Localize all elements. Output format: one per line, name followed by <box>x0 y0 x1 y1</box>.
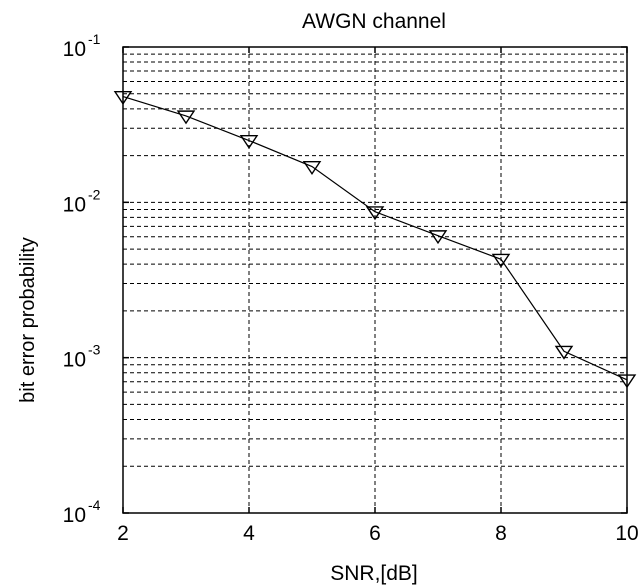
data-point-marker <box>554 345 574 360</box>
chart-title: AWGN channel <box>302 10 446 33</box>
y-tick-exponent: -1 <box>88 31 101 47</box>
data-point-marker <box>491 253 511 268</box>
data-point-marker <box>239 135 259 149</box>
data-point-marker <box>428 230 448 245</box>
y-tick-exponent: -3 <box>88 342 101 358</box>
y-axis-label: bit error probability <box>17 237 39 403</box>
y-tick-label: 10 <box>63 349 86 372</box>
y-tick-exponent: -4 <box>88 497 101 513</box>
series-line <box>122 95 628 381</box>
y-tick-label: 10 <box>63 504 86 527</box>
x-tick-label: 2 <box>117 522 129 545</box>
y-tick-label: 10 <box>63 38 86 61</box>
x-tick-label: 10 <box>615 522 638 545</box>
grid <box>123 47 627 513</box>
y-tick-exponent: -2 <box>88 186 101 202</box>
data-point-marker <box>302 161 322 175</box>
axes <box>122 46 628 514</box>
x-tick-label: 4 <box>243 522 255 545</box>
y-tick-label: 10 <box>63 193 86 216</box>
x-axis-label: SNR,[dB] <box>330 562 418 585</box>
data-point-marker <box>176 110 196 125</box>
x-tick-label: 6 <box>369 522 381 545</box>
data-point-marker <box>365 206 385 221</box>
x-tick-label: 8 <box>495 522 507 545</box>
